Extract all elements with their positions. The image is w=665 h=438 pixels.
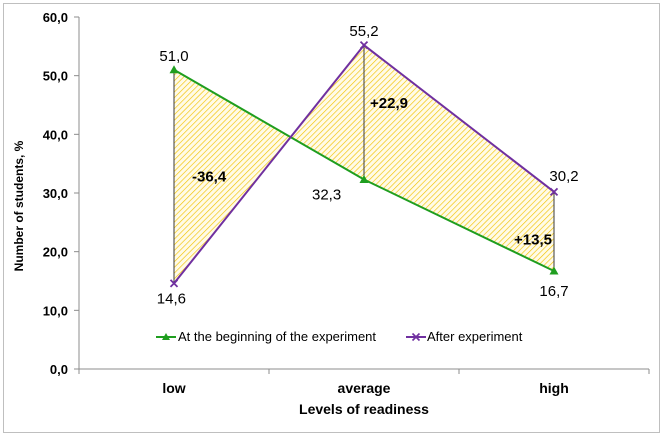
legend-x-icon — [411, 332, 421, 342]
data-label: 16,7 — [539, 283, 568, 300]
difference-fill-area — [174, 45, 554, 284]
difference-label: -36,4 — [192, 169, 227, 186]
triangle-marker-icon — [549, 266, 559, 275]
drop-lines — [173, 45, 555, 284]
data-label: 30,2 — [549, 168, 578, 185]
difference-label: +13,5 — [514, 231, 552, 248]
y-tick-label: 50,0 — [43, 69, 68, 84]
y-tick-label: 20,0 — [43, 245, 68, 260]
y-tick-label: 10,0 — [43, 303, 68, 318]
data-label: 32,3 — [312, 187, 341, 204]
x-tick-label: average — [338, 380, 391, 396]
y-tick-label: 0,0 — [50, 362, 68, 377]
x-marker-icon — [359, 41, 369, 50]
data-label: 14,6 — [157, 290, 186, 307]
legend-item-series-1: At the beginning of the experiment — [156, 329, 376, 344]
legend-item-series-2: After experiment — [406, 329, 523, 344]
x-marker-icon — [169, 279, 179, 288]
difference-hatch-area — [364, 45, 554, 272]
data-label: 55,2 — [349, 23, 378, 40]
x-tick-label: high — [539, 380, 569, 396]
series-lines — [169, 41, 559, 288]
legend: At the beginning of the experiment After… — [156, 329, 523, 344]
x-axis-title: Levels of readiness — [299, 401, 429, 417]
legend-label-series-1: At the beginning of the experiment — [178, 329, 376, 344]
difference-label: +22,9 — [370, 95, 408, 112]
y-tick-label: 30,0 — [43, 186, 68, 201]
y-tick-label: 60,0 — [43, 10, 68, 25]
triangle-marker-icon — [169, 65, 179, 74]
difference-hatch-area — [174, 69, 291, 284]
axes: 0,0 10,0 20,0 30,0 40,0 50,0 60,0 low average hig… — [43, 10, 650, 396]
legend-label-series-2: After experiment — [427, 329, 523, 344]
difference-hatch-area — [290, 45, 364, 180]
y-tick-label: 40,0 — [43, 127, 68, 142]
x-marker-icon — [549, 187, 559, 196]
x-tick-label: low — [162, 380, 185, 396]
triangle-marker-icon — [359, 175, 369, 184]
legend-triangle-icon — [162, 333, 170, 340]
data-labels: 51,0 32,3 16,7 14,6 55,2 30,2 -36,4 +22,9 +13,5 — [157, 23, 579, 307]
data-label: 51,0 — [159, 48, 188, 65]
y-axis-title: Number of students, % — [12, 140, 26, 271]
